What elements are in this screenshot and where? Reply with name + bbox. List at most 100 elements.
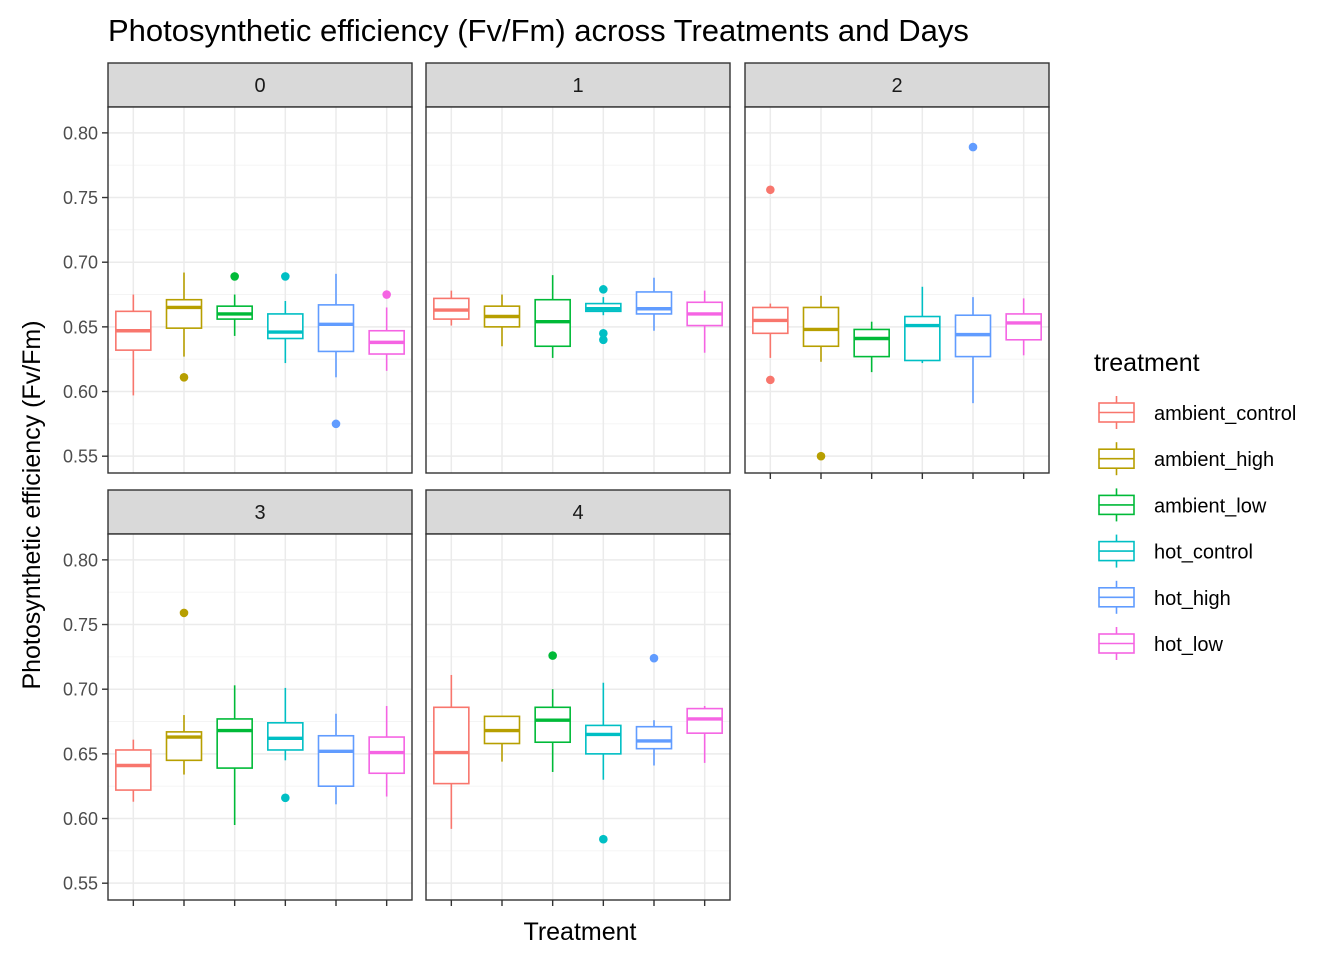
iqr-box	[635, 291, 673, 315]
outlier-point	[816, 451, 826, 461]
box-hot_low	[686, 290, 723, 353]
facet-strip	[107, 62, 413, 108]
panel-border	[425, 106, 731, 474]
outlier-point	[281, 272, 290, 281]
box-hot_low	[686, 706, 723, 763]
facet-panel-day-2: 2	[744, 62, 1050, 479]
y-tick-label: 0.80	[63, 123, 98, 143]
box-ambient_high	[483, 294, 521, 347]
y-tick-label: 0.80	[63, 550, 98, 570]
chart-title: Photosynthetic efficiency (Fv/Fm) across…	[108, 13, 969, 48]
y-tick-label: 0.70	[63, 680, 98, 700]
iqr-box	[267, 722, 304, 751]
iqr-box	[216, 718, 253, 769]
box-hot_low	[368, 290, 405, 371]
box-hot_low	[368, 706, 405, 797]
iqr-box	[115, 749, 152, 791]
legend-item-ambient_control: ambient_control	[1098, 396, 1296, 429]
iqr-box	[267, 313, 304, 340]
outlier-point	[766, 185, 775, 195]
iqr-box	[534, 706, 571, 744]
y-tick-label: 0.55	[63, 447, 98, 467]
x-axis-title: Treatment	[523, 918, 636, 946]
box-ambient_low	[216, 272, 253, 336]
legend-item-hot_low: hot_low	[1098, 627, 1223, 660]
box-ambient_control	[115, 294, 152, 396]
outlier-point	[599, 329, 608, 338]
legend-label: ambient_control	[1154, 403, 1296, 425]
iqr-box	[853, 328, 890, 358]
outlier-point	[331, 419, 341, 429]
iqr-box	[1005, 313, 1042, 341]
box-hot_high	[635, 277, 673, 331]
facet-strip	[107, 489, 413, 535]
legend-label: hot_control	[1154, 542, 1253, 564]
y-tick-label: 0.55	[63, 874, 98, 894]
facet-strip-label: 1	[572, 75, 583, 97]
legend-label: ambient_high	[1154, 449, 1274, 471]
panel-border	[107, 106, 413, 474]
iqr-box	[802, 306, 840, 348]
box-ambient_control	[115, 739, 152, 802]
legend-item-hot_control: hot_control	[1098, 534, 1253, 568]
facet-strip-label: 0	[254, 75, 265, 97]
box-ambient_control	[752, 185, 789, 385]
iqr-box	[433, 706, 470, 785]
iqr-box	[585, 724, 622, 755]
box-hot_control	[267, 272, 304, 364]
legend-label: ambient_low	[1154, 495, 1267, 517]
outlier-point	[548, 651, 557, 660]
facet-strip-label: 3	[254, 502, 265, 524]
box-hot_high	[317, 273, 355, 429]
box-ambient_high	[802, 295, 840, 461]
y-tick-label: 0.65	[63, 744, 98, 764]
outlier-point	[599, 834, 608, 844]
facet-panel-day-4: 4	[425, 489, 731, 906]
iqr-box	[635, 725, 673, 750]
box-ambient_low	[216, 685, 253, 825]
facet-panel-day-0: 0 0.55 0.60 0.65 0.70 0.75 0.80	[63, 62, 413, 474]
outlier-point	[179, 372, 189, 382]
box-ambient_control	[433, 290, 470, 326]
box-hot_low	[1005, 298, 1042, 356]
box-hot_control	[585, 285, 622, 345]
box-ambient_high	[483, 715, 521, 762]
box-hot_high	[954, 142, 992, 404]
box-hot_control	[585, 682, 622, 844]
iqr-box	[317, 734, 355, 787]
box-hot_high	[317, 713, 355, 805]
y-axis-title: Photosynthetic efficiency (Fv/Fm)	[18, 320, 46, 689]
facet-strip-label: 4	[572, 502, 583, 524]
y-tick-label: 0.75	[63, 188, 98, 208]
panel-background	[745, 107, 1049, 473]
outlier-point	[766, 375, 775, 385]
panel-border	[744, 106, 1050, 474]
y-tick-label: 0.60	[63, 809, 98, 829]
box-ambient_low	[853, 321, 890, 373]
outlier-point	[179, 608, 189, 618]
box-hot_high	[635, 653, 673, 766]
box-ambient_high	[165, 272, 203, 382]
legend-label: hot_low	[1154, 634, 1223, 656]
outlier-point	[230, 272, 239, 281]
panel-background	[426, 107, 730, 473]
outlier-point	[281, 793, 290, 803]
box-ambient_control	[433, 674, 470, 829]
outlier-point	[382, 290, 391, 299]
iqr-box	[686, 707, 723, 734]
facet-panel-day-3: 3 0.55 0.60 0.65 0.70 0.75 0.80	[63, 489, 413, 906]
box-hot_control	[904, 286, 941, 364]
iqr-box	[368, 736, 405, 775]
iqr-box	[904, 315, 941, 362]
y-tick-label: 0.75	[63, 615, 98, 635]
facet-panels: 0 0.55 0.60 0.65 0.70 0.75 0.80 1 2 3 0.55 0.60 0.65…	[63, 62, 1050, 906]
facet-strip	[425, 62, 731, 108]
legend-item-ambient_high: ambient_high	[1098, 442, 1274, 476]
panel-background	[108, 107, 412, 473]
legend: treatment ambient_control ambient_highamb…	[1094, 349, 1296, 660]
legend-label: hot_high	[1154, 588, 1231, 610]
panel-border	[425, 533, 731, 901]
iqr-box	[165, 298, 203, 329]
panel-background	[108, 534, 412, 900]
